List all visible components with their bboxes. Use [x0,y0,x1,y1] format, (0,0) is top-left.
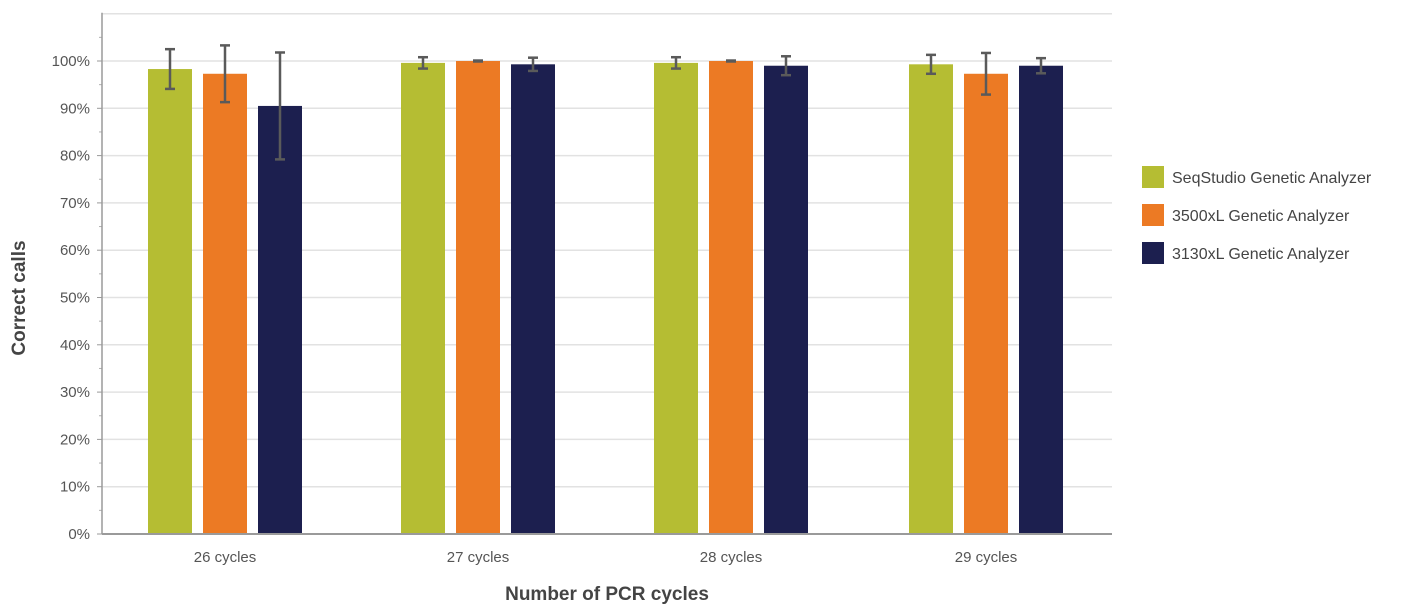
legend: SeqStudio Genetic Analyzer 3500xL Genetic… [1142,166,1372,264]
legend-swatch [1142,242,1164,264]
bar [909,64,953,534]
error-bar [726,59,736,63]
bar [511,64,555,534]
y-tick-label: 40% [60,337,90,354]
x-tick-label: 26 cycles [194,549,257,566]
y-tick-label: 70% [60,195,90,212]
y-axis-title: Correct calls [9,240,30,355]
error-bar [671,55,681,70]
y-tick-label: 30% [60,384,90,401]
error-bar [165,47,175,91]
bar [654,62,698,534]
legend-swatch [1142,204,1164,226]
y-tick-label: 10% [60,479,90,496]
x-axis-title: Number of PCR cycles [505,584,709,605]
gridlines [102,12,1112,488]
x-tick-label: 29 cycles [955,549,1018,566]
x-tick-label: 27 cycles [447,549,510,566]
bar [964,73,1008,534]
x-tick-label: 28 cycles [700,549,763,566]
error-bars [165,44,1046,161]
bar [1019,65,1063,534]
y-tick-label: 60% [60,242,90,259]
legend-label: 3500xL Genetic Analyzer [1172,208,1350,225]
error-bar [220,44,230,104]
error-bar [781,55,791,77]
legend-label: 3130xL Genetic Analyzer [1172,246,1350,263]
bar [764,65,808,534]
legend-item: 3500xL Genetic Analyzer [1142,204,1350,226]
bar [456,61,500,534]
tick-labels: 0% 10% 20% 30% 40% 50% 60% 70% 80% 90% 100% 26 cycl… [52,53,1018,566]
bar [258,105,302,534]
error-bar [473,59,483,63]
error-bar [1036,56,1046,75]
y-tick-label: 0% [68,526,90,543]
bar [203,73,247,534]
error-bar [528,56,538,73]
error-bar [981,51,991,96]
bar [148,69,192,534]
legend-label: SeqStudio Genetic Analyzer [1172,170,1372,187]
y-tick-label: 90% [60,100,90,117]
bars [148,61,1063,534]
legend-item: 3130xL Genetic Analyzer [1142,242,1350,264]
error-bar [275,51,285,161]
bar [401,62,445,534]
y-tick-label: 80% [60,148,90,165]
y-tick-label: 20% [60,431,90,448]
error-bar [418,55,428,70]
axes [97,12,1112,535]
legend-item: SeqStudio Genetic Analyzer [1142,166,1372,188]
y-tick-label: 100% [52,53,90,70]
bar [709,61,753,534]
legend-swatch [1142,166,1164,188]
axis-titles: Number of PCR cycles Correct calls [9,240,709,605]
error-bar [926,53,936,76]
y-tick-label: 50% [60,290,90,307]
